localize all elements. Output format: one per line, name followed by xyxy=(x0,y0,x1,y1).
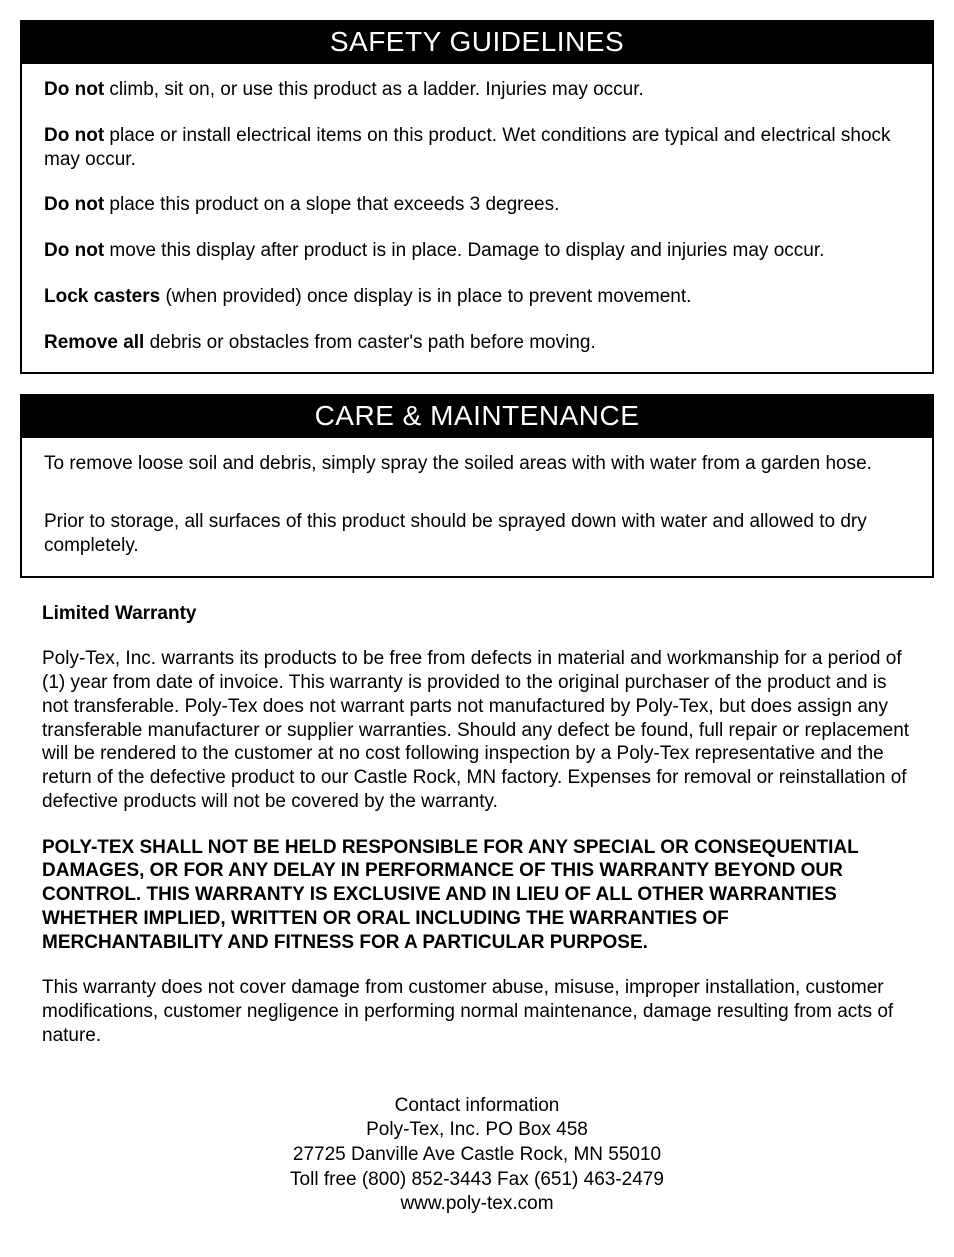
care-section: CARE & MAINTENANCE To remove loose soil … xyxy=(20,394,934,577)
warranty-section: Limited Warranty Poly-Tex, Inc. warrants… xyxy=(42,602,912,1048)
document-page: SAFETY GUIDELINES Do not climb, sit on, … xyxy=(0,20,954,1257)
warranty-p1: Poly-Tex, Inc. warrants its products to … xyxy=(42,647,912,813)
care-item: To remove loose soil and debris, simply … xyxy=(44,452,910,476)
safety-body: Do not climb, sit on, or use this produc… xyxy=(22,64,932,372)
safety-item: Lock casters (when provided) once displa… xyxy=(44,285,910,309)
safety-item-lead: Do not xyxy=(44,79,104,100)
safety-item-lead: Do not xyxy=(44,125,104,146)
safety-item-lead: Do not xyxy=(44,194,104,215)
safety-item-text: move this display after product is in pl… xyxy=(104,240,824,261)
contact-line: Poly-Tex, Inc. PO Box 458 xyxy=(0,1118,954,1143)
safety-item: Do not move this display after product i… xyxy=(44,239,910,263)
safety-item: Do not place or install electrical items… xyxy=(44,124,910,172)
safety-item-lead: Do not xyxy=(44,240,104,261)
safety-item-text: debris or obstacles from caster's path b… xyxy=(144,332,595,353)
safety-item: Remove all debris or obstacles from cast… xyxy=(44,331,910,355)
contact-line: Contact information xyxy=(0,1094,954,1119)
safety-item-text: climb, sit on, or use this product as a … xyxy=(104,79,644,100)
safety-item: Do not place this product on a slope tha… xyxy=(44,193,910,217)
contact-line: www.poly-tex.com xyxy=(0,1192,954,1217)
warranty-heading: Limited Warranty xyxy=(42,602,912,626)
safety-item-lead: Remove all xyxy=(44,332,144,353)
safety-section: SAFETY GUIDELINES Do not climb, sit on, … xyxy=(20,20,934,374)
contact-line: 27725 Danville Ave Castle Rock, MN 55010 xyxy=(0,1143,954,1168)
safety-item-text: (when provided) once display is in place… xyxy=(160,286,691,307)
contact-line: Toll free (800) 852-3443 Fax (651) 463-2… xyxy=(0,1168,954,1193)
warranty-disclaimer: POLY-TEX SHALL NOT BE HELD RESPONSIBLE F… xyxy=(42,836,912,955)
safety-item-text: place this product on a slope that excee… xyxy=(104,194,559,215)
care-item: Prior to storage, all surfaces of this p… xyxy=(44,510,910,558)
care-header: CARE & MAINTENANCE xyxy=(22,396,932,438)
safety-item-lead: Lock casters xyxy=(44,286,160,307)
care-body: To remove loose soil and debris, simply … xyxy=(22,438,932,575)
safety-item: Do not climb, sit on, or use this produc… xyxy=(44,78,910,102)
safety-item-text: place or install electrical items on thi… xyxy=(44,125,891,170)
safety-header: SAFETY GUIDELINES xyxy=(22,22,932,64)
contact-block: Contact information Poly-Tex, Inc. PO Bo… xyxy=(0,1094,954,1217)
warranty-p3: This warranty does not cover damage from… xyxy=(42,976,912,1047)
